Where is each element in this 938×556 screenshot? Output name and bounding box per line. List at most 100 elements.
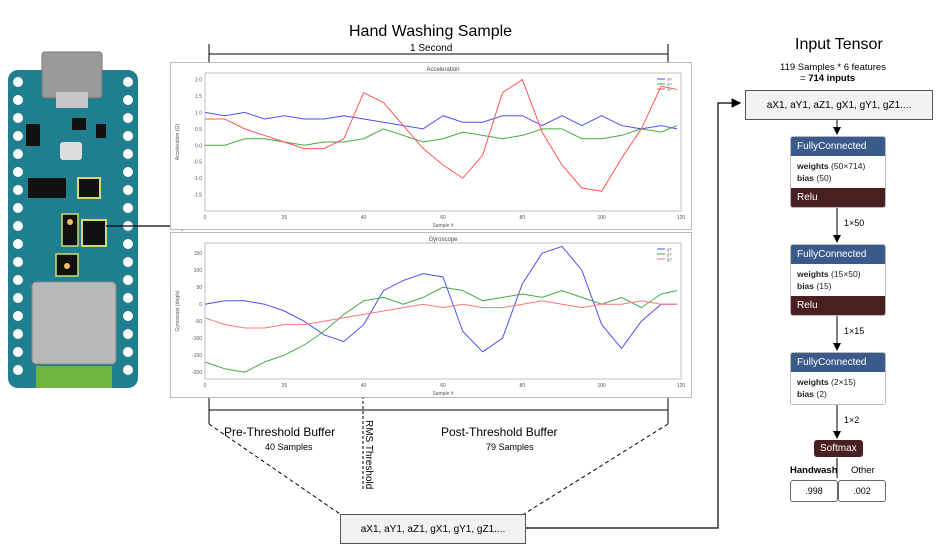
x-tick-label: 0	[204, 383, 207, 389]
layer-3-params: weights (2×15) bias (2)	[791, 372, 885, 404]
layer-3-name: FullyConnected	[791, 353, 885, 372]
y-tick-label: 2.0	[195, 78, 202, 84]
post-threshold-samples: 79 Samples	[486, 442, 534, 452]
layer-1-weights-label: weights	[797, 161, 829, 171]
y-tick-label: 1.5	[195, 94, 202, 100]
y-tick-label: 50	[196, 285, 202, 291]
layer-2-weights: (15×50)	[831, 269, 861, 279]
gyroscope-plot: Gyroscope 0 20 40 60 80 100 120 -200 -150 -100 -50 0…	[170, 232, 692, 398]
layer-1-activation: Relu	[791, 188, 885, 207]
y-tick-label: 0.0	[195, 143, 202, 149]
buffer-to-tensor-arrow	[524, 98, 742, 529]
main-title: Hand Washing Sample	[349, 23, 513, 40]
legend-entry: gZ	[667, 257, 672, 262]
chart-title: Acceleration	[426, 67, 459, 73]
x-tick-label: 20	[282, 383, 288, 389]
plot-area	[204, 72, 682, 212]
layer-1-weights: (50×714)	[831, 161, 866, 171]
tensor-samples-line: 119 Samples * 6 features	[780, 62, 886, 73]
y-axis-label: Gyroscope (deg/s)	[175, 290, 181, 331]
x-axis-label: Sample #	[432, 391, 453, 397]
x-tick-label: 40	[361, 383, 367, 389]
y-tick-label: -150	[192, 353, 202, 359]
legend-entry: aZ	[667, 87, 672, 92]
y-tick-label: 0.5	[195, 127, 202, 133]
layer-2-weights-label: weights	[797, 269, 829, 279]
tensor-inputs-prefix: =	[800, 73, 809, 84]
x-tick-label: 20	[282, 215, 288, 221]
x-tick-label: 120	[677, 215, 686, 221]
legend-entry: aX	[667, 77, 672, 82]
output-label-other: Other	[851, 465, 875, 476]
y-tick-label: -100	[192, 336, 202, 342]
layer-2-fully-connected: FullyConnected weights (15×50) bias (15)…	[790, 244, 886, 316]
arduino-board	[8, 51, 138, 388]
y-tick-label: 100	[194, 268, 203, 274]
x-tick-label: 40	[361, 215, 367, 221]
series-line-aX	[204, 111, 678, 130]
layer-3-weights-label: weights	[797, 377, 829, 387]
x-tick-label: 60	[440, 383, 446, 389]
tensor-inputs-line: = 714 inputs	[800, 73, 855, 84]
legend-entry: gY	[667, 252, 672, 257]
header-pins-left	[13, 77, 23, 375]
layer-3-output-shape: 1×2	[844, 415, 860, 425]
layer-1-fully-connected: FullyConnected weights (50×714) bias (50…	[790, 136, 886, 208]
layer-2-params: weights (15×50) bias (15)	[791, 264, 885, 296]
softmax-node: Softmax	[814, 440, 863, 457]
layer-2-output-shape: 1×15	[844, 326, 865, 336]
series-line-gZ	[204, 300, 678, 329]
tensor-title: Input Tensor	[795, 36, 883, 53]
x-tick-label: 80	[520, 383, 526, 389]
x-axis-label: Sample #	[432, 223, 453, 229]
layer-3-bias: (2)	[816, 389, 827, 399]
acceleration-plot: Acceleration 0 20 40 60 80 100 120 -1.5 -1.0 -0.5 0…	[170, 62, 692, 230]
output-value-other: .002	[838, 480, 886, 502]
layer-2-bias: (15)	[816, 281, 832, 291]
header-pins-right	[123, 77, 133, 375]
output-label-handwash: Handwash	[790, 465, 838, 476]
layer-1-params: weights (50×714) bias (50)	[791, 156, 885, 188]
series-line-aZ	[205, 78, 678, 192]
pre-threshold-label: Pre-Threshold Buffer	[224, 425, 336, 439]
pre-threshold-samples: 40 Samples	[265, 442, 313, 452]
x-tick-label: 0	[204, 215, 207, 221]
x-tick-label: 80	[520, 215, 526, 221]
tensor-inputs-count: 714 inputs	[808, 73, 856, 84]
sample-buffer-box: aX1, aY1, aZ1, gX1, gY1, gZ1....	[340, 514, 526, 544]
y-tick-label: -50	[195, 319, 202, 325]
layer-3-weights: (2×15)	[831, 377, 856, 387]
y-tick-label: -1.5	[193, 193, 202, 199]
series-line-gX	[204, 245, 678, 353]
y-tick-label: -200	[192, 370, 202, 376]
layer-2-bias-label: bias	[797, 281, 815, 291]
legend-entry: gX	[667, 247, 672, 252]
layer-3-fully-connected: FullyConnected weights (2×15) bias (2)	[790, 352, 886, 405]
one-second-label: 1 Second	[410, 43, 453, 54]
x-tick-label: 100	[597, 215, 606, 221]
layer-2-activation: Relu	[791, 296, 885, 315]
layer-1-bias: (50)	[816, 173, 832, 183]
y-tick-label: 0	[199, 302, 202, 308]
layer-1-output-shape: 1×50	[844, 218, 865, 228]
ble-module	[31, 281, 117, 365]
imu-chip	[81, 219, 107, 247]
y-axis-label: Acceleration (G)	[175, 124, 181, 160]
y-tick-label: -1.0	[193, 176, 202, 182]
legend-entry: aY	[667, 82, 672, 87]
plot-area	[204, 242, 682, 380]
x-tick-label: 60	[440, 215, 446, 221]
chart-title: Gyroscope	[428, 237, 458, 243]
y-tick-label: 150	[194, 251, 203, 257]
layer-3-bias-label: bias	[797, 389, 815, 399]
x-tick-label: 100	[597, 383, 606, 389]
y-tick-label: 1.0	[195, 110, 202, 116]
tensor-box: aX1, aY1, aZ1, gX1, gY1, gZ1....	[745, 90, 933, 120]
layer-2-name: FullyConnected	[791, 245, 885, 264]
layer-1-name: FullyConnected	[791, 137, 885, 156]
y-tick-label: -0.5	[193, 160, 202, 166]
post-threshold-label: Post-Threshold Buffer	[441, 425, 558, 439]
layer-1-bias-label: bias	[797, 173, 815, 183]
rms-threshold-label: RMS Threshold	[363, 420, 374, 490]
